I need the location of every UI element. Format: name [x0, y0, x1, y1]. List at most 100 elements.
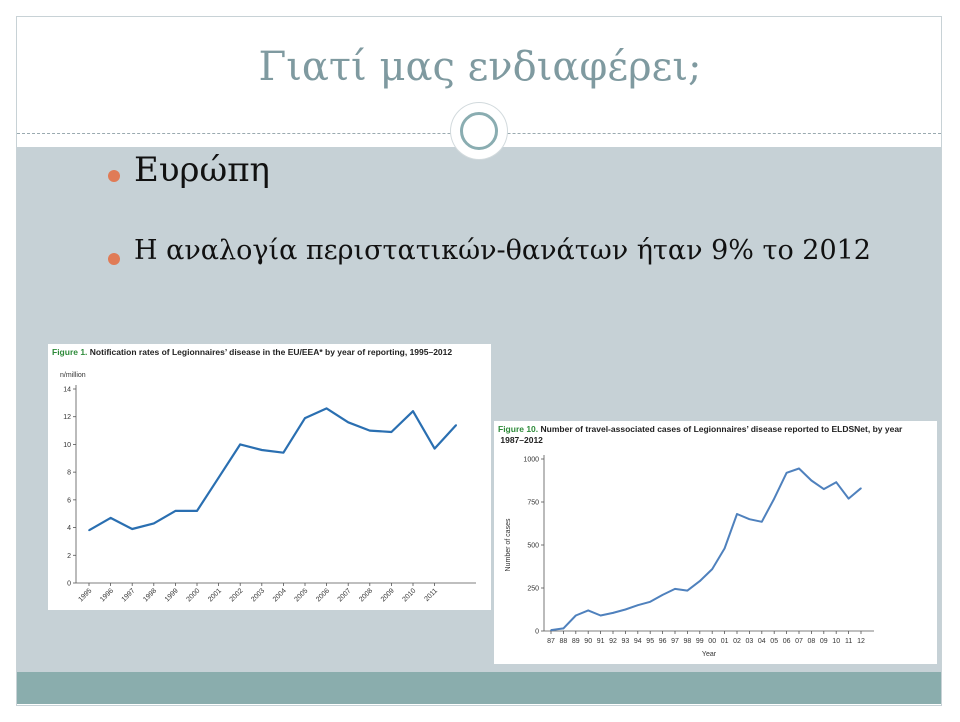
- data-point: [217, 476, 220, 479]
- x-tick-label: 97: [671, 638, 679, 645]
- y-tick-label: 10: [63, 442, 71, 449]
- x-tick-label: 87: [547, 638, 555, 645]
- x-tick-label: 99: [696, 638, 704, 645]
- footer-band: [17, 672, 941, 704]
- data-point: [699, 580, 701, 582]
- data-point: [711, 568, 713, 570]
- y-tick-label: 1000: [523, 457, 539, 464]
- y-tick-label: 14: [63, 387, 71, 394]
- x-tick-label: 98: [684, 638, 692, 645]
- data-point: [847, 497, 850, 500]
- data-point: [798, 467, 800, 470]
- x-tick-label: 92: [609, 638, 617, 645]
- data-point: [196, 510, 198, 512]
- chart-travel-cases: Figure 10. Number of travel-associated c…: [494, 421, 937, 664]
- x-tick-label: 1996: [99, 587, 115, 603]
- y-tick-label: 750: [527, 500, 539, 507]
- y-axis-label: Number of cases: [505, 518, 512, 571]
- data-point: [455, 424, 458, 426]
- data-point: [723, 547, 726, 550]
- x-tick-label: 88: [560, 638, 568, 645]
- x-tick-label: 02: [733, 638, 741, 645]
- data-point: [736, 513, 738, 515]
- data-point: [661, 594, 664, 596]
- y-tick-label: 4: [67, 525, 71, 532]
- x-tick-label: 93: [622, 638, 630, 645]
- data-point: [239, 443, 241, 446]
- x-tick-label: 95: [646, 638, 654, 645]
- x-tick-label: 10: [832, 638, 840, 645]
- x-tick-label: 2006: [315, 587, 331, 603]
- data-point: [325, 407, 328, 410]
- data-point: [109, 517, 112, 519]
- data-point: [347, 421, 350, 424]
- bullet-dot-icon: [108, 253, 120, 265]
- x-tick-label: 2008: [358, 587, 374, 603]
- x-tick-label: 96: [659, 638, 667, 645]
- x-tick-label: 91: [597, 638, 605, 645]
- x-axis-label: Year: [702, 651, 717, 658]
- x-tick-label: 2002: [229, 587, 245, 603]
- x-tick-label: 09: [820, 638, 828, 645]
- y-tick-label: 2: [67, 553, 71, 560]
- data-point: [282, 451, 285, 454]
- bullet-dot-icon: [108, 170, 120, 182]
- data-point: [369, 429, 371, 432]
- data-point: [686, 589, 689, 592]
- x-tick-label: 00: [708, 638, 716, 645]
- data-point: [637, 604, 639, 606]
- data-point: [587, 609, 589, 612]
- data-point: [131, 528, 133, 530]
- data-point: [649, 600, 651, 603]
- data-point: [773, 497, 775, 500]
- ring-ornament-icon: [451, 103, 507, 159]
- x-tick-label: 11: [845, 638, 852, 645]
- x-tick-label: 01: [721, 638, 729, 645]
- data-point: [612, 612, 614, 614]
- x-tick-label: 12: [857, 638, 865, 645]
- x-tick-label: 2009: [380, 587, 396, 603]
- y-axis-label: n/million: [60, 372, 86, 379]
- x-tick-label: 2007: [337, 587, 353, 603]
- figure-label: Figure 1.: [52, 347, 90, 357]
- data-point: [761, 520, 763, 523]
- y-tick-label: 250: [527, 586, 539, 593]
- chart-notification-rates: Figure 1. Notification rates of Legionna…: [48, 344, 491, 610]
- y-tick-label: 12: [63, 414, 71, 421]
- data-point: [575, 614, 577, 617]
- title-text: 1987–2012: [498, 435, 543, 445]
- x-tick-label: 1997: [121, 587, 137, 603]
- chart-travel-cases-svg: Figure 10. Number of travel-associated c…: [498, 424, 904, 658]
- x-tick-label: 2001: [207, 587, 223, 603]
- bullet-ratio: Η αναλογία περιστατικών-θανάτων ήταν 9% …: [134, 235, 871, 266]
- x-tick-label: 04: [758, 638, 766, 645]
- bullet-europe: Ευρώπη: [134, 150, 270, 190]
- x-tick-label: 06: [783, 638, 791, 645]
- x-tick-label: 05: [770, 638, 778, 645]
- x-tick-label: 2003: [250, 587, 266, 603]
- x-tick-label: 90: [584, 638, 592, 645]
- data-point: [261, 449, 263, 451]
- y-tick-label: 0: [535, 629, 539, 636]
- x-tick-label: 2011: [423, 587, 439, 603]
- x-tick-label: 1995: [77, 587, 93, 603]
- data-point: [550, 629, 552, 631]
- x-tick-label: 1998: [142, 587, 158, 603]
- x-tick-label: 2005: [293, 587, 309, 603]
- chart-title: Figure 1. Notification rates of Legionna…: [52, 347, 452, 357]
- data-point: [174, 510, 177, 512]
- series-line: [550, 467, 862, 632]
- data-point: [562, 627, 565, 630]
- y-tick-label: 500: [527, 543, 539, 550]
- data-point: [860, 487, 862, 490]
- x-tick-label: 03: [746, 638, 754, 645]
- chart-notification-rates-svg: Figure 1. Notification rates of Legionna…: [52, 347, 476, 603]
- y-tick-label: 0: [67, 581, 71, 588]
- data-point: [599, 614, 602, 617]
- series-line: [88, 407, 458, 532]
- data-point: [748, 518, 751, 520]
- title-text: Number of travel-associated cases of Leg…: [541, 424, 904, 434]
- x-tick-label: 08: [808, 638, 816, 645]
- data-point: [390, 431, 393, 433]
